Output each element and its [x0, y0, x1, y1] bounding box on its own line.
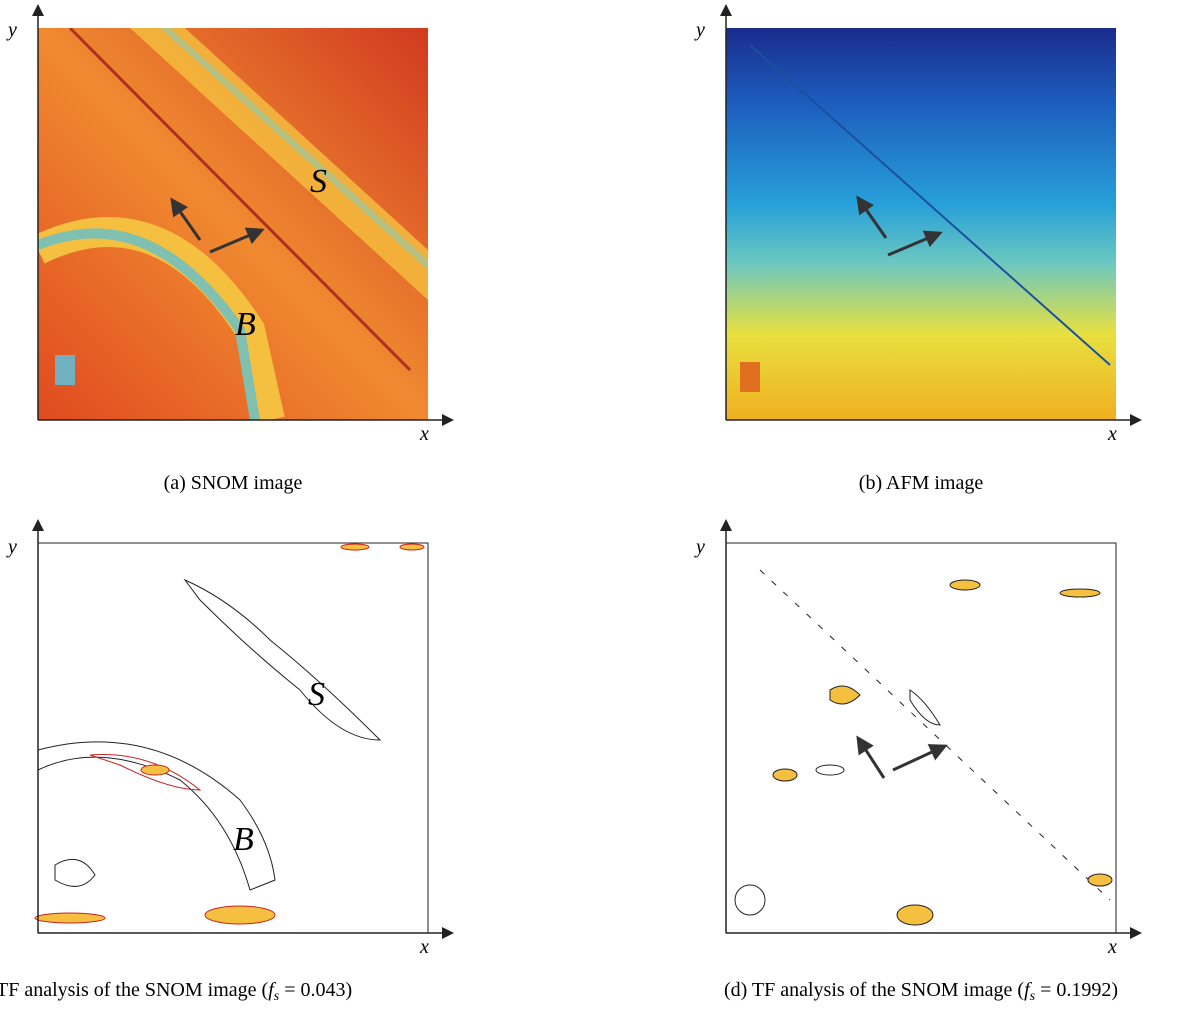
panel-a: y x S B (a) SNOM image [6, 4, 454, 494]
caption: (d) TF analysis of the SNOM image (fs = … [724, 979, 1118, 1004]
afm-image [726, 28, 1116, 420]
caption: (a) SNOM image [164, 472, 303, 494]
annotation: S [310, 163, 327, 200]
annotation: S [308, 676, 325, 713]
caption: (b) AFM image [859, 472, 984, 494]
x-label: x [419, 423, 429, 445]
caption-text: (d) TF analysis of the SNOM image ( [724, 979, 1024, 1001]
annotation: B [233, 821, 254, 858]
panel-d: y x (d) TF analysis of the SNOM image (f… [694, 519, 1142, 1004]
y-label: y [694, 536, 705, 558]
panel-b: y x (b) AFM image [694, 4, 1142, 494]
annotation: B [235, 306, 256, 343]
axes [37, 8, 450, 421]
caption-text: = 0.1992) [1035, 979, 1118, 1001]
y-label: y [6, 19, 17, 41]
caption-var: f [1024, 979, 1032, 1001]
caption: TF analysis of the SNOM image (fs = 0.04… [0, 979, 352, 1004]
caption-sub: s [1030, 989, 1036, 1004]
caption-text: TF analysis of the SNOM image ( [0, 979, 269, 1001]
axes [37, 523, 450, 934]
y-label: y [6, 536, 17, 558]
axes [725, 8, 1138, 421]
panel-c: y x S B TF analysis of the SNOM image (f… [0, 519, 454, 1004]
y-label: y [694, 19, 705, 41]
axes [725, 523, 1138, 934]
x-label: x [419, 936, 429, 958]
caption-text: = 0.043) [279, 979, 352, 1001]
caption-sub: s [274, 989, 280, 1004]
x-label: x [1107, 423, 1117, 445]
x-label: x [1107, 936, 1117, 958]
caption-var: f [268, 979, 276, 1001]
